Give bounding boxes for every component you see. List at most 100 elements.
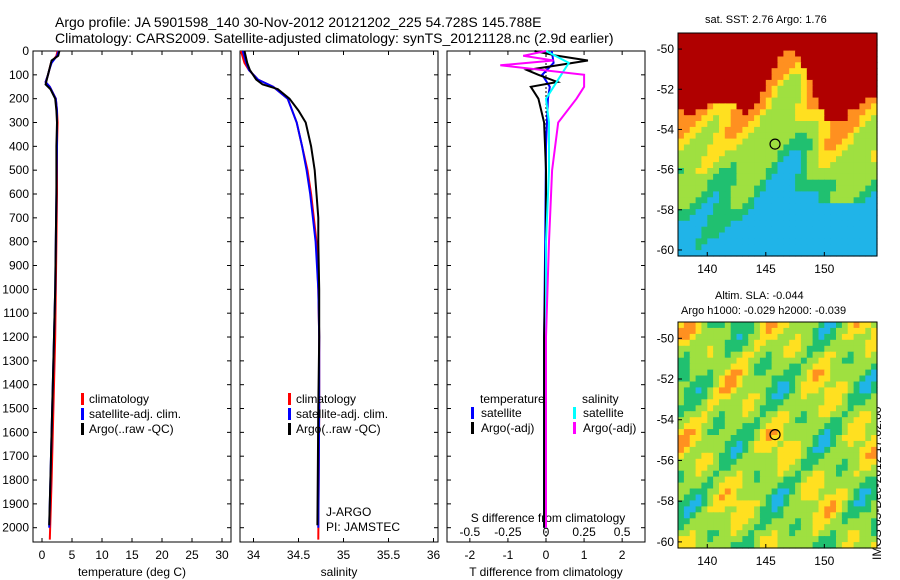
- map-cell: [812, 103, 820, 110]
- map-cell: [871, 345, 878, 353]
- map-cell: [765, 226, 773, 234]
- map-cell: [759, 381, 767, 388]
- map-cell: [724, 488, 732, 495]
- map-cell: [806, 238, 814, 245]
- map-cell: [713, 132, 720, 140]
- map-cell: [736, 250, 743, 257]
- map-cell: [824, 226, 831, 234]
- map-cell: [719, 74, 726, 81]
- map-cell: [771, 91, 779, 99]
- map-cell: [865, 138, 872, 146]
- map-cell: [695, 115, 703, 122]
- map-cell: [724, 115, 732, 122]
- map-cell: [806, 144, 814, 151]
- map-cell: [847, 476, 855, 484]
- map-cell: [701, 121, 708, 128]
- map-cell: [689, 226, 697, 234]
- map-cell: [713, 458, 720, 466]
- map-cell: [736, 327, 743, 335]
- map-cell: [730, 203, 738, 210]
- map-cell: [853, 244, 861, 251]
- map-cell: [865, 209, 872, 216]
- sla-map-subtitle: Argo h1000: -0.029 h2000: -0.039: [681, 305, 847, 317]
- map-cell: [783, 351, 790, 359]
- map-cell: [777, 79, 784, 87]
- map-cell: [789, 220, 796, 228]
- map-cell: [701, 185, 708, 193]
- y-tick-label: 1000: [2, 282, 29, 296]
- map-cell: [695, 506, 703, 513]
- map-cell: [678, 79, 685, 87]
- map-cell: [689, 369, 697, 377]
- map-cell: [865, 381, 872, 388]
- map-cell: [713, 50, 720, 58]
- map-cell: [695, 500, 703, 507]
- map-cell: [789, 209, 796, 216]
- map-cell: [701, 85, 708, 93]
- map-cell: [771, 244, 779, 251]
- map-cell: [719, 369, 726, 377]
- map-cell: [771, 232, 779, 239]
- map-cell: [818, 339, 825, 347]
- temperature-frame: [32, 50, 232, 543]
- map-cell: [678, 327, 685, 335]
- map-cell: [830, 530, 837, 537]
- map-cell: [742, 345, 749, 353]
- map-cell: [871, 357, 878, 365]
- map-cell: [836, 524, 843, 531]
- map-cell: [836, 452, 843, 460]
- map-cell: [707, 150, 714, 157]
- map-cell: [689, 399, 697, 406]
- map-cell: [730, 351, 738, 359]
- map-cell: [806, 351, 814, 359]
- map-cell: [730, 506, 738, 513]
- map-cell: [689, 79, 697, 87]
- map-cell: [836, 197, 843, 204]
- map-cell: [730, 518, 738, 525]
- map-cell: [836, 244, 843, 251]
- map-cell: [713, 244, 720, 251]
- map-cell: [847, 446, 855, 454]
- map-cell: [748, 333, 755, 341]
- map-cell: [847, 333, 855, 341]
- map-cell: [759, 138, 767, 146]
- map-cell: [689, 197, 697, 204]
- map-cell: [836, 322, 843, 329]
- map-cell: [695, 476, 703, 484]
- map-cell: [742, 357, 749, 365]
- map-cell: [795, 191, 802, 198]
- map-cell: [871, 411, 878, 418]
- map-cell: [771, 173, 779, 181]
- map-cell: [683, 530, 691, 537]
- map-cell: [871, 494, 878, 501]
- map-cell: [736, 214, 743, 222]
- map-cell: [795, 476, 802, 484]
- map-cell: [806, 482, 814, 490]
- map-cell: [800, 250, 808, 257]
- map-cell: [707, 399, 714, 406]
- map-cell: [777, 333, 784, 341]
- map-cell: [841, 168, 849, 175]
- map-cell: [847, 44, 855, 52]
- map-cell: [771, 138, 779, 146]
- map-cell: [806, 68, 814, 75]
- map-cell: [841, 381, 849, 388]
- map-cell: [707, 191, 714, 198]
- map-cell: [871, 156, 878, 163]
- map-cell: [754, 482, 761, 490]
- map-cell: [865, 357, 872, 365]
- map-cell: [701, 74, 708, 81]
- map-cell: [730, 435, 738, 442]
- map-cell: [841, 369, 849, 377]
- map-cell: [765, 411, 773, 418]
- map-cell: [713, 369, 720, 377]
- temperature-xtick-label: 0: [39, 548, 46, 562]
- map-cell: [771, 74, 779, 81]
- map-cell: [683, 488, 691, 495]
- map-cell: [847, 103, 855, 110]
- map-cell: [818, 500, 825, 507]
- map-cell: [754, 458, 761, 466]
- map-cell: [742, 156, 749, 163]
- map-cell: [865, 85, 872, 93]
- map-cell: [771, 197, 779, 204]
